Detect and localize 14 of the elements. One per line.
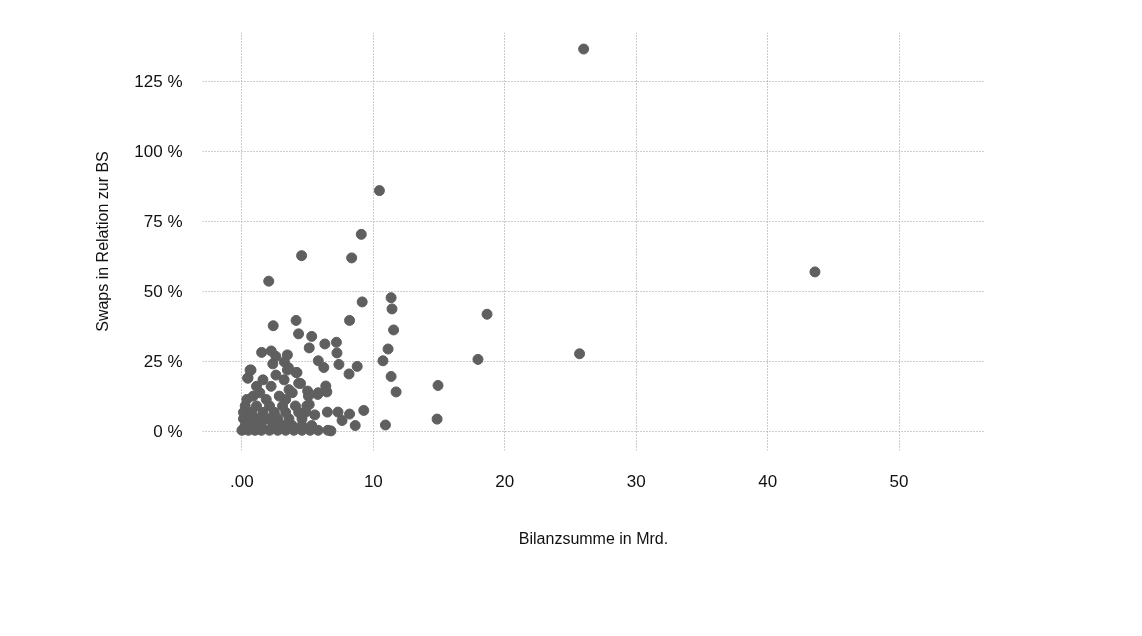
x-axis-title: Bilanzsumme in Mrd.: [518, 529, 669, 547]
x-tick-label: 20: [495, 471, 515, 491]
x-tick-label: 10: [363, 471, 383, 491]
y-tick-label: 125 %: [134, 72, 183, 92]
x-tick-label: 50: [889, 471, 909, 491]
x-tick-label: 40: [758, 471, 778, 491]
y-tick-label: 25 %: [143, 352, 183, 372]
y-tick-label: 0 %: [153, 422, 183, 442]
x-tick-label: 30: [626, 471, 646, 491]
y-tick-label: 75 %: [143, 212, 183, 232]
x-tick-label: .00: [230, 471, 254, 491]
y-tick-label: 100 %: [134, 142, 183, 162]
y-tick-label: 50 %: [143, 282, 183, 302]
y-axis-title: Swaps in Relation zur BS: [94, 151, 112, 332]
